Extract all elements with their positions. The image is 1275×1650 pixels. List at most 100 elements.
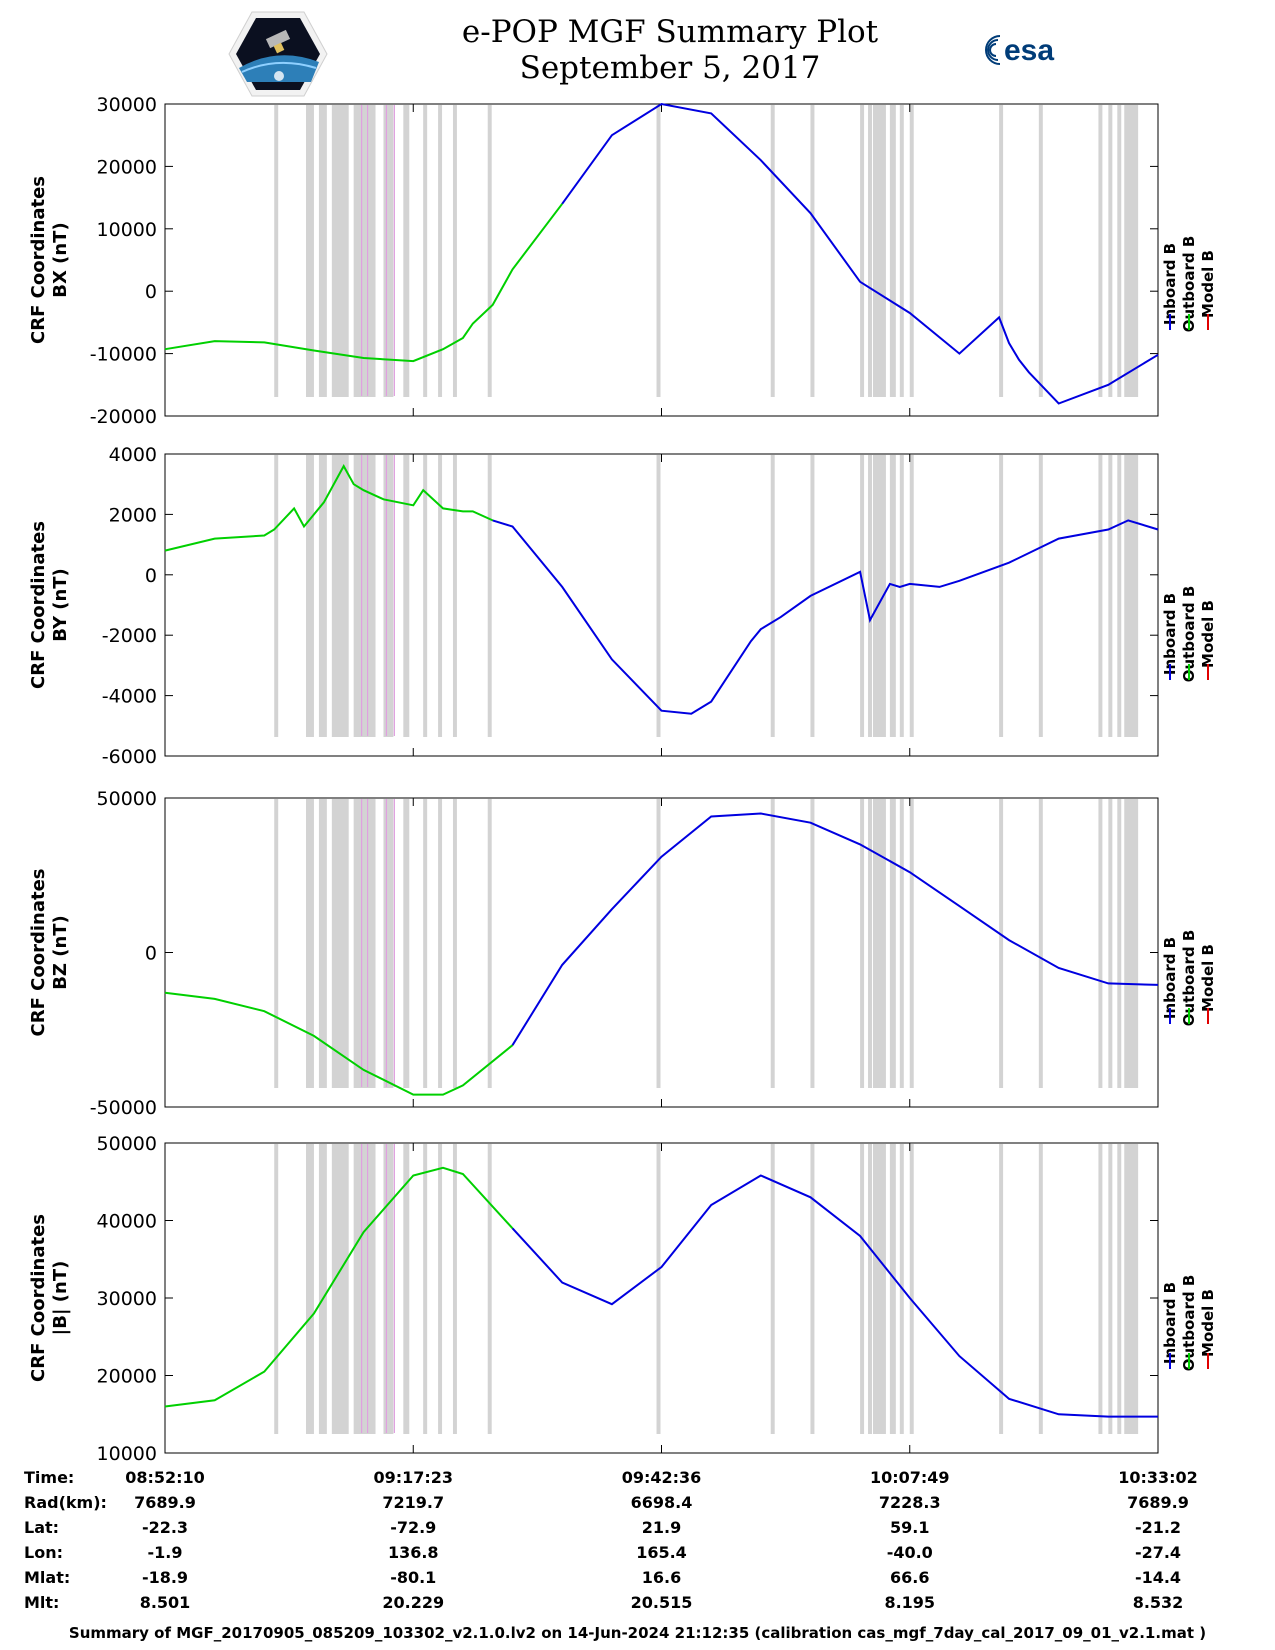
- orbit-value: 20.515: [631, 1593, 693, 1612]
- shaded-interval-band: [452, 799, 457, 1088]
- shaded-interval-band: [383, 105, 394, 397]
- y-tick-label: 50000: [97, 788, 157, 810]
- y-tick-label: 10000: [97, 219, 157, 241]
- shaded-interval-band: [487, 105, 492, 397]
- shaded-interval-band: [1124, 455, 1139, 737]
- legend-label: Outboard B: [1180, 1275, 1198, 1372]
- shaded-interval-band: [274, 1144, 279, 1434]
- shaded-interval-band: [1098, 105, 1103, 397]
- shaded-interval-band: [353, 105, 376, 397]
- shaded-interval-band: [318, 799, 327, 1088]
- footer-caption: Summary of MGF_20170905_085209_103302_v2…: [68, 1624, 1207, 1642]
- shaded-interval-band: [423, 1144, 428, 1434]
- legend-label: Model B: [1199, 600, 1217, 668]
- shaded-interval-band: [403, 799, 410, 1088]
- orbit-value: 7219.7: [382, 1493, 444, 1512]
- shaded-interval-band: [873, 105, 886, 397]
- orbit-value: 7228.3: [879, 1493, 941, 1512]
- shaded-interval-band: [1038, 1144, 1043, 1434]
- legend-label: Model B: [1199, 944, 1217, 1012]
- title-line-1: e-POP MGF Summary Plot: [461, 14, 879, 50]
- shaded-interval-band: [656, 799, 661, 1088]
- shaded-interval-band: [353, 799, 376, 1088]
- y-tick-label: 50000: [97, 1133, 157, 1155]
- shaded-interval-band: [1098, 1144, 1103, 1434]
- outboard-b-line: [164, 464, 494, 552]
- y-axis-label-line-2: BY (nT): [50, 568, 71, 642]
- shaded-interval-band: [770, 105, 775, 397]
- legend-label: Inboard B: [1161, 1282, 1179, 1364]
- legend-label: Outboard B: [1180, 586, 1198, 683]
- shaded-interval-band: [353, 455, 376, 737]
- shaded-interval-band: [274, 455, 279, 737]
- shaded-interval-band: [452, 105, 457, 397]
- shaded-interval-band: [860, 455, 865, 737]
- outboard-b-line: [164, 991, 514, 1096]
- shaded-interval-band: [331, 105, 349, 397]
- shaded-interval-band: [999, 455, 1004, 737]
- orbit-value: 08:52:10: [125, 1468, 205, 1487]
- orbit-value: 7689.9: [1127, 1493, 1189, 1512]
- shaded-interval-band: [452, 455, 457, 737]
- shaded-interval-band: [438, 1144, 443, 1434]
- orbit-value: -18.9: [142, 1568, 188, 1587]
- orbit-value: -14.4: [1135, 1568, 1181, 1587]
- inboard-b-line: [492, 519, 1159, 715]
- shaded-interval-band: [1098, 799, 1103, 1088]
- shaded-interval-band: [438, 455, 443, 737]
- shaded-interval-band: [318, 105, 327, 397]
- shaded-interval-band: [331, 1144, 349, 1434]
- shaded-interval-band: [909, 455, 914, 737]
- y-axis-label-line-1: CRF Coordinates: [28, 1214, 49, 1382]
- orbit-value: 20.229: [382, 1593, 444, 1612]
- y-axis-label-line-2: BX (nT): [50, 222, 71, 297]
- y-tick-label: 20000: [97, 156, 157, 178]
- shaded-interval-band: [810, 105, 815, 397]
- shaded-interval-band: [909, 1144, 914, 1434]
- shaded-interval-band: [438, 799, 443, 1088]
- orbit-row-label: Lon:: [24, 1543, 63, 1562]
- orbit-value: 8.501: [140, 1593, 191, 1612]
- shaded-interval-band: [656, 105, 661, 397]
- shaded-interval-band: [331, 455, 349, 737]
- y-tick-label: 40000: [97, 1211, 157, 1233]
- outboard-b-line: [164, 203, 563, 363]
- shaded-interval-band: [868, 1144, 873, 1434]
- shaded-interval-band: [1038, 455, 1043, 737]
- shaded-interval-band: [1108, 105, 1113, 397]
- y-tick-label: -2000: [102, 625, 157, 647]
- shaded-interval-band: [306, 105, 314, 397]
- orbit-value: -21.2: [1135, 1518, 1181, 1537]
- cassiope-logo-icon: [228, 11, 328, 97]
- shaded-interval-band: [873, 1144, 886, 1434]
- shaded-interval-band: [1098, 455, 1103, 737]
- shaded-interval-band: [423, 455, 428, 737]
- y-tick-label: -6000: [102, 746, 157, 768]
- orbit-value: 10:07:49: [870, 1468, 950, 1487]
- legend-label: Inboard B: [1161, 937, 1179, 1019]
- y-tick-label: 20000: [97, 1366, 157, 1388]
- shaded-interval-band: [656, 1144, 661, 1434]
- shaded-interval-band: [487, 799, 492, 1088]
- orbit-value: 10:33:02: [1118, 1468, 1198, 1487]
- y-tick-label: 0: [145, 943, 157, 965]
- shaded-interval-band: [899, 455, 904, 737]
- orbit-value: 66.6: [890, 1568, 929, 1587]
- shaded-interval-band: [999, 1144, 1004, 1434]
- orbit-value: 09:17:23: [373, 1468, 453, 1487]
- y-tick-label: 0: [145, 281, 157, 303]
- shaded-interval-band: [860, 1144, 865, 1434]
- shaded-interval-band: [1124, 1144, 1139, 1434]
- shaded-interval-band: [656, 455, 661, 737]
- legend-label: Model B: [1199, 250, 1217, 318]
- y-axis-label-line-2: |B| (nT): [50, 1261, 71, 1336]
- orbit-value: -72.9: [390, 1518, 436, 1537]
- orbit-value: -22.3: [142, 1518, 188, 1537]
- shaded-interval-band: [383, 455, 394, 737]
- shaded-interval-band: [306, 455, 314, 737]
- shaded-interval-band: [868, 799, 873, 1088]
- y-tick-label: 10000: [97, 1443, 157, 1465]
- shaded-interval-band: [1117, 799, 1122, 1088]
- shaded-interval-band: [403, 105, 410, 397]
